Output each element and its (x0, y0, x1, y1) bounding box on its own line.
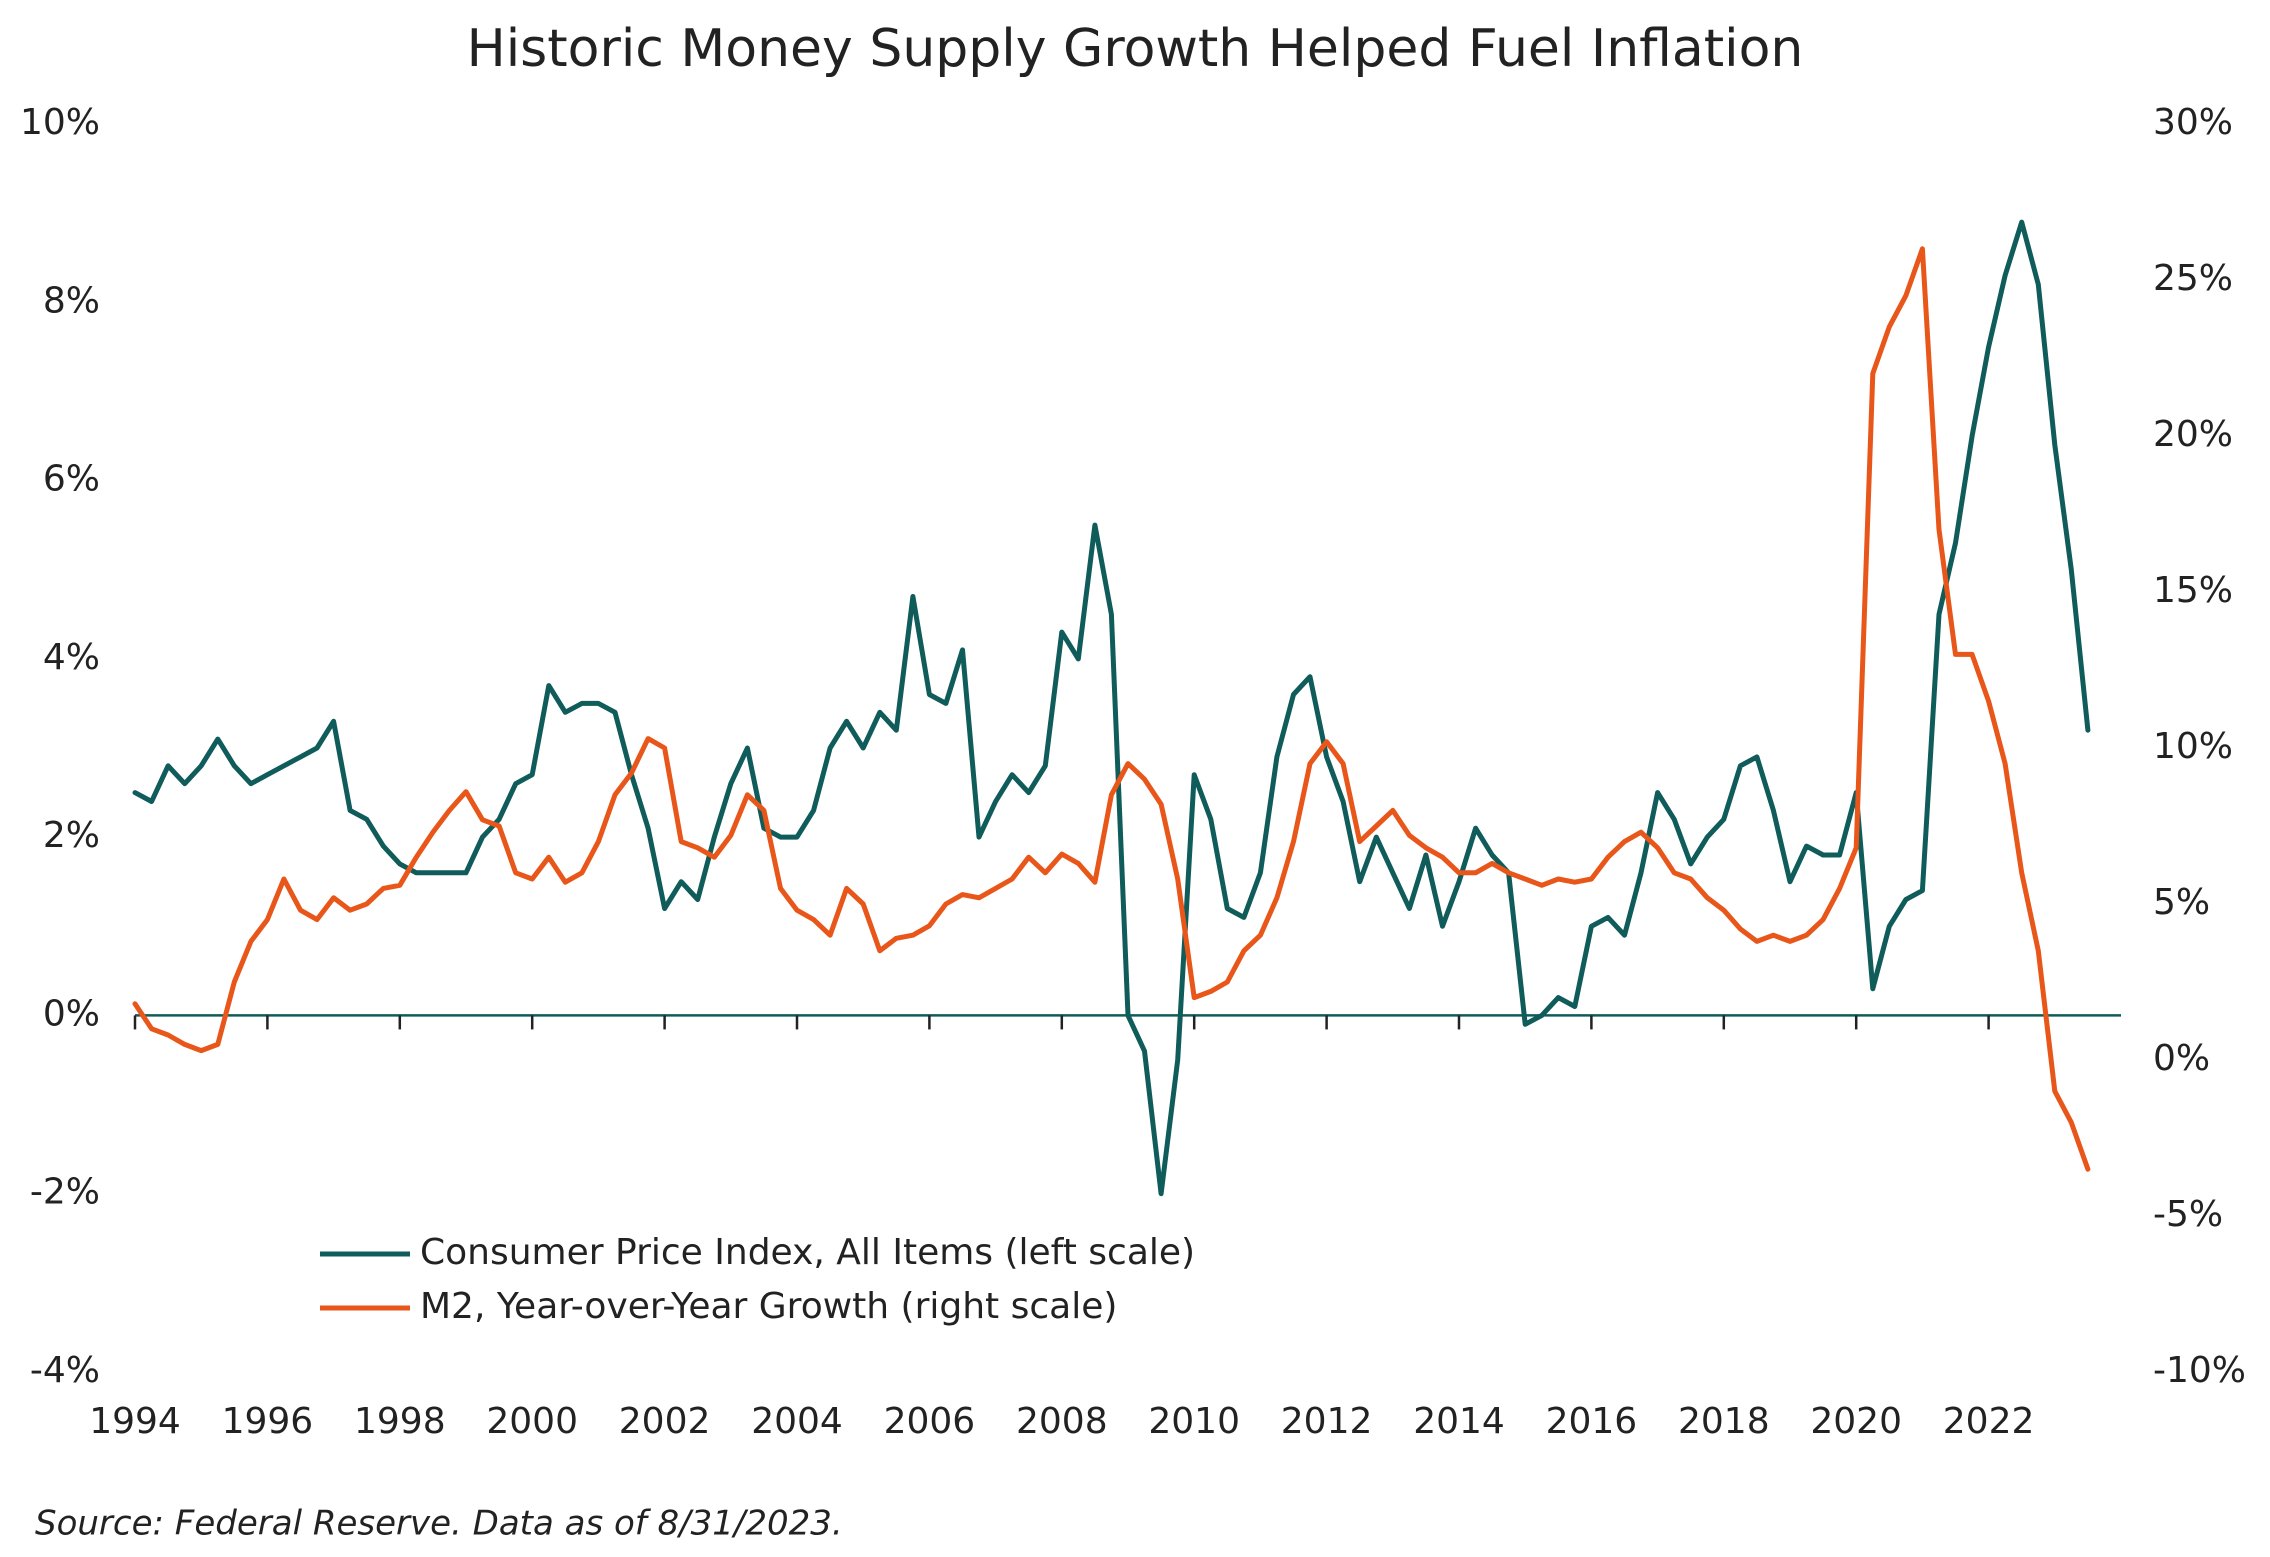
x-tick-label: 2010 (1148, 1401, 1240, 1442)
x-tick-label: 2008 (1016, 1401, 1108, 1442)
legend-label: Consumer Price Index, All Items (left sc… (420, 1232, 1195, 1273)
y2-tick-label: 30% (2153, 102, 2233, 143)
y-tick-label: 2% (43, 815, 100, 856)
y-tick-label: 10% (20, 102, 100, 143)
x-tick-label: 2004 (751, 1401, 843, 1442)
y-tick-label: -4% (30, 1350, 100, 1391)
y-tick-label: -2% (30, 1172, 100, 1213)
y2-tick-label: 25% (2153, 258, 2233, 299)
x-tick-label: 2012 (1281, 1401, 1373, 1442)
x-tick-label: 1994 (89, 1401, 181, 1442)
y2-tick-label: -5% (2153, 1194, 2223, 1235)
x-tick-label: 2016 (1546, 1401, 1638, 1442)
legend-label: M2, Year-over-Year Growth (right scale) (420, 1286, 1117, 1327)
y2-tick-label: 10% (2153, 726, 2233, 767)
x-tick-label: 2006 (884, 1401, 976, 1442)
x-tick-label: 2002 (619, 1401, 711, 1442)
series-line (132, 219, 2091, 1197)
y-tick-label: 6% (43, 459, 100, 500)
y2-tick-label: 15% (2153, 570, 2233, 611)
y2-tick-label: 5% (2153, 882, 2210, 923)
x-tick-label: 2014 (1413, 1401, 1505, 1442)
source-note: Source: Federal Reserve. Data as of 8/31… (35, 1504, 843, 1544)
chart-title: Historic Money Supply Growth Helped Fuel… (467, 19, 1804, 79)
series-line (132, 246, 2091, 1172)
y2-tick-label: 20% (2153, 414, 2233, 455)
y-tick-label: 4% (43, 637, 100, 678)
x-tick-label: 2000 (486, 1401, 578, 1442)
x-tick-label: 2020 (1810, 1401, 1902, 1442)
x-tick-label: 2018 (1678, 1401, 1770, 1442)
y2-tick-label: -10% (2153, 1350, 2246, 1391)
y2-tick-label: 0% (2153, 1038, 2210, 1079)
x-tick-label: 1996 (222, 1401, 314, 1442)
x-tick-label: 1998 (354, 1401, 446, 1442)
y-tick-label: 8% (43, 280, 100, 321)
x-tick-label: 2022 (1943, 1401, 2035, 1442)
y-tick-label: 0% (43, 993, 100, 1034)
